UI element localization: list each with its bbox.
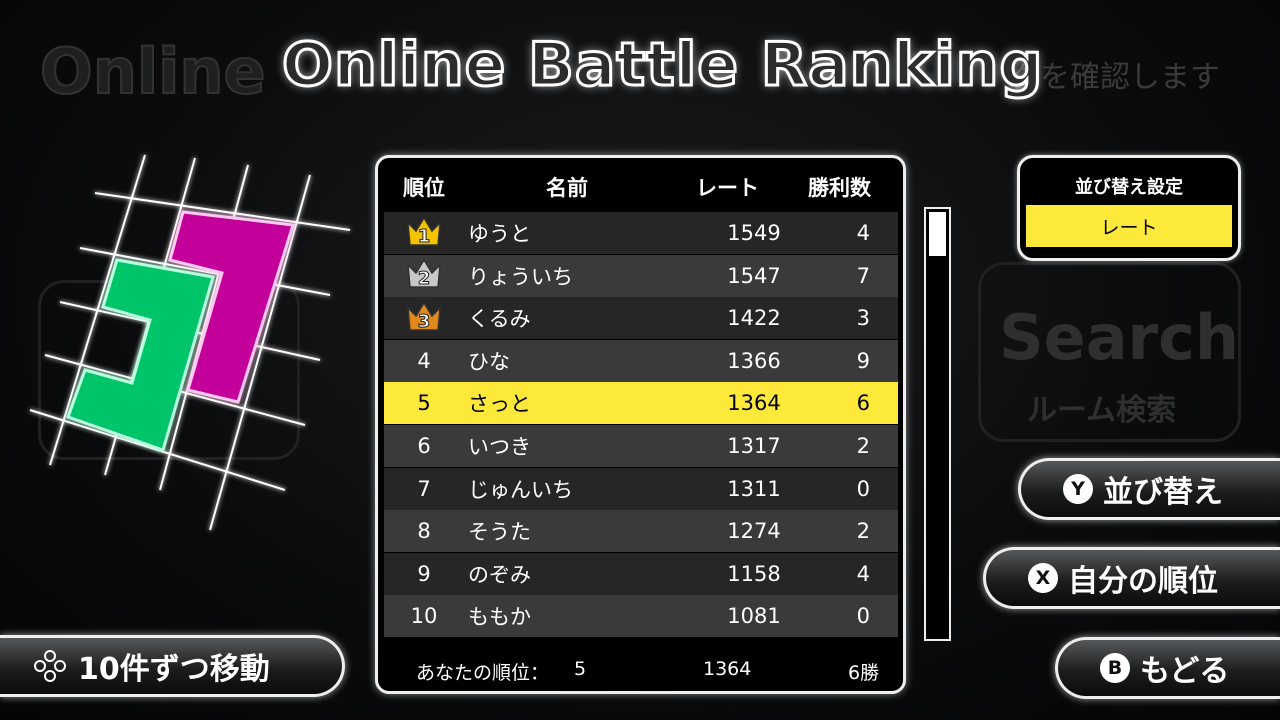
wins-cell: 7 bbox=[856, 263, 870, 288]
sort-button-label: 並び替え bbox=[1103, 475, 1223, 510]
wins-cell: 0 bbox=[856, 604, 870, 629]
rank-cell: 5 bbox=[417, 391, 431, 416]
back-button-label: もどる bbox=[1140, 654, 1230, 689]
sort-settings: 並び替え設定 レート bbox=[1017, 155, 1241, 261]
rate-cell: 1158 bbox=[727, 561, 781, 586]
wins-cell: 9 bbox=[856, 348, 870, 373]
table-row[interactable]: 10 ももか 1081 0 bbox=[384, 595, 898, 638]
name-cell: ひな bbox=[468, 349, 510, 374]
ghost-search-sub: ルーム検索 bbox=[1027, 393, 1177, 428]
wins-cell: 2 bbox=[856, 434, 870, 458]
header-wins: 勝利数 bbox=[808, 176, 871, 200]
name-cell: じゅんいち bbox=[468, 477, 573, 502]
rate-cell: 1366 bbox=[727, 348, 781, 373]
sort-value[interactable]: レート bbox=[1026, 205, 1232, 247]
scrollbar[interactable] bbox=[924, 207, 951, 641]
page-move-button[interactable]: 10件ずつ移動 bbox=[0, 635, 345, 697]
table-row[interactable]: 8 そうた 1274 2 bbox=[384, 510, 898, 553]
ranking-table: 順位 名前 レート 勝利数 1 ゆうと 1549 4 2 りょういち 1547 7 3 くるみ 14… bbox=[375, 155, 906, 694]
ghost-title: Online bbox=[39, 34, 267, 109]
table-row[interactable]: 7 じゅんいち 1311 0 bbox=[384, 467, 898, 510]
table-row[interactable]: 3 くるみ 1422 3 bbox=[384, 297, 898, 340]
my-rate-value: 1364 bbox=[703, 658, 752, 680]
ghost-search-panel: Search ルーム検索 bbox=[978, 262, 1241, 442]
y-button-icon: Y bbox=[1063, 474, 1093, 504]
name-cell: そうた bbox=[468, 520, 531, 545]
back-button[interactable]: B もどる bbox=[1055, 637, 1280, 699]
svg-text:1: 1 bbox=[418, 226, 431, 247]
puzzle-graphic bbox=[29, 154, 351, 531]
wins-cell: 4 bbox=[856, 561, 870, 586]
header-rate: レート bbox=[696, 176, 759, 200]
name-cell: りょういち bbox=[468, 264, 573, 289]
rank-cell: 9 bbox=[417, 561, 431, 586]
sort-button[interactable]: Y 並び替え bbox=[1018, 458, 1280, 520]
my-rank-button[interactable]: X 自分の順位 bbox=[983, 547, 1280, 609]
rate-cell: 1311 bbox=[727, 476, 781, 501]
table-row[interactable]: 5 さっと 1364 6 bbox=[384, 382, 898, 425]
magenta-piece bbox=[168, 210, 295, 404]
name-cell: ゆうと bbox=[468, 222, 531, 246]
dpad-icon bbox=[34, 650, 66, 682]
scrollbar-thumb[interactable] bbox=[929, 212, 946, 256]
my-wins-value: 6勝 bbox=[848, 662, 880, 684]
svg-text:2: 2 bbox=[418, 268, 431, 289]
rate-cell: 1549 bbox=[727, 221, 781, 245]
my-rank-button-label: 自分の順位 bbox=[1068, 564, 1218, 599]
name-cell: さっと bbox=[468, 392, 531, 417]
table-row[interactable]: 1 ゆうと 1549 4 bbox=[384, 212, 898, 254]
svg-text:3: 3 bbox=[418, 311, 431, 332]
rate-cell: 1274 bbox=[727, 519, 781, 544]
wins-cell: 3 bbox=[856, 306, 870, 331]
b-button-icon: B bbox=[1100, 653, 1130, 683]
my-rank-label: あなたの順位： bbox=[416, 662, 550, 684]
page-move-label: 10件ずつ移動 bbox=[78, 652, 270, 687]
rank-cell: 7 bbox=[417, 476, 431, 501]
rank-cell: 4 bbox=[417, 348, 431, 373]
table-row[interactable]: 4 ひな 1366 9 bbox=[384, 339, 898, 382]
name-cell: いつき bbox=[468, 435, 531, 459]
my-rank-value: 5 bbox=[574, 658, 587, 680]
crown-icon-gold: 1 bbox=[384, 215, 464, 252]
rank-cell: 8 bbox=[417, 519, 431, 544]
name-cell: ももか bbox=[468, 605, 531, 630]
rate-cell: 1317 bbox=[727, 434, 781, 458]
wins-cell: 6 bbox=[856, 391, 870, 416]
header-rank: 順位 bbox=[403, 176, 445, 200]
rank-cell: 10 bbox=[410, 604, 438, 629]
rank-cell: 6 bbox=[417, 434, 431, 458]
crown-icon-bronze: 3 bbox=[384, 300, 464, 337]
ghost-search-title: Search bbox=[999, 301, 1240, 374]
header-name: 名前 bbox=[546, 176, 588, 200]
rate-cell: 1364 bbox=[727, 391, 781, 416]
green-piece bbox=[66, 258, 215, 452]
wins-cell: 4 bbox=[856, 221, 870, 245]
table-row[interactable]: 9 のぞみ 1158 4 bbox=[384, 552, 898, 595]
rate-cell: 1081 bbox=[727, 604, 781, 629]
table-row[interactable]: 2 りょういち 1547 7 bbox=[384, 254, 898, 297]
name-cell: くるみ bbox=[468, 307, 531, 332]
rate-cell: 1547 bbox=[727, 263, 781, 288]
crown-icon-silver: 2 bbox=[384, 257, 464, 294]
ghost-subtitle: グを確認します bbox=[1010, 60, 1220, 95]
rate-cell: 1422 bbox=[727, 306, 781, 331]
name-cell: のぞみ bbox=[468, 562, 531, 587]
x-button-icon: X bbox=[1028, 563, 1058, 593]
table-row[interactable]: 6 いつき 1317 2 bbox=[384, 425, 898, 467]
wins-cell: 0 bbox=[856, 476, 870, 501]
page-title: Online Battle Ranking bbox=[280, 29, 1044, 102]
wins-cell: 2 bbox=[856, 519, 870, 544]
sort-title: 並び替え設定 bbox=[1075, 177, 1183, 198]
